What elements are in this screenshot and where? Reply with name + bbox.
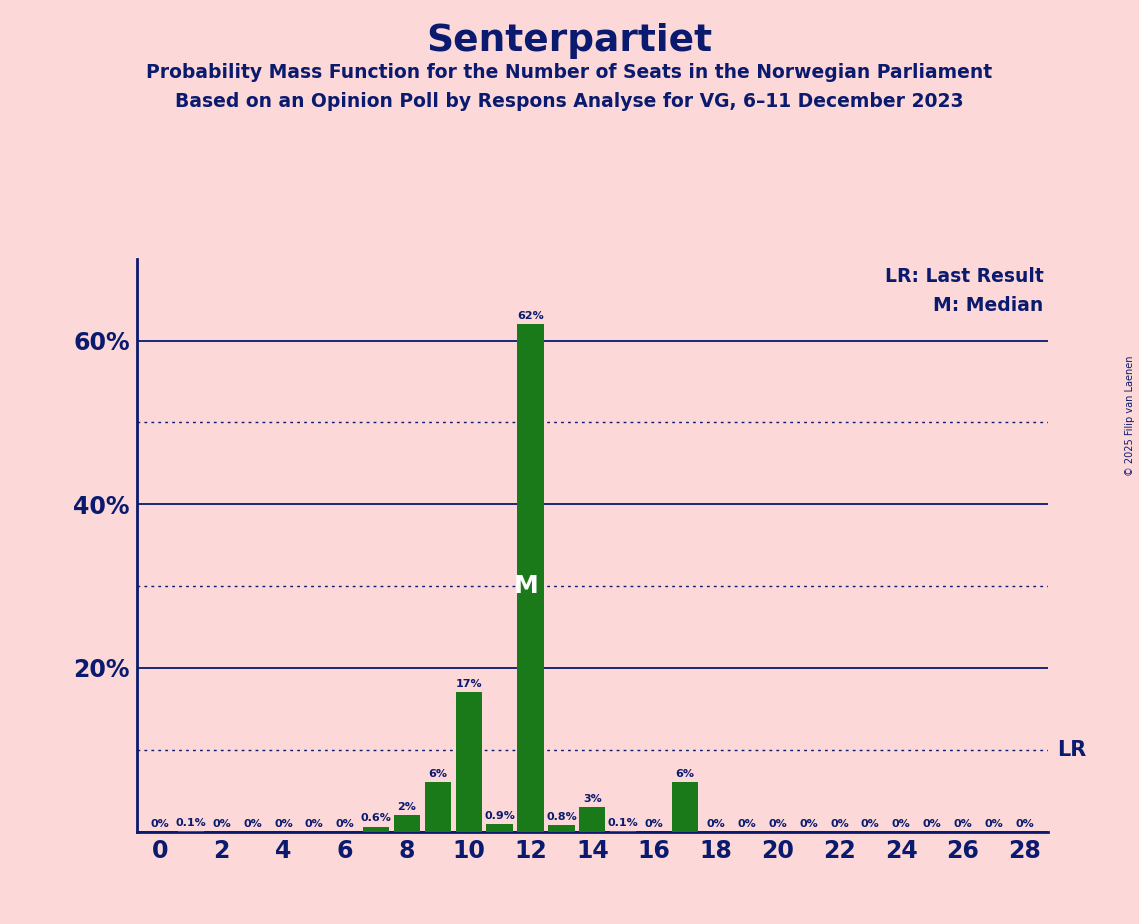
Text: 17%: 17%: [456, 679, 482, 689]
Bar: [579, 807, 606, 832]
Text: 0%: 0%: [892, 820, 910, 829]
Bar: [486, 824, 513, 832]
Text: M: Median: M: Median: [933, 296, 1043, 315]
Text: 0%: 0%: [861, 820, 879, 829]
Bar: [517, 324, 543, 832]
Text: 0%: 0%: [737, 820, 756, 829]
Text: 6%: 6%: [675, 769, 695, 779]
Text: 0%: 0%: [212, 820, 231, 829]
Text: 0%: 0%: [984, 820, 1003, 829]
Text: 0%: 0%: [830, 820, 849, 829]
Text: 0.1%: 0.1%: [608, 818, 639, 828]
Text: 0%: 0%: [150, 820, 170, 829]
Text: 6%: 6%: [428, 769, 448, 779]
Text: LR: LR: [1057, 740, 1087, 760]
Bar: [425, 783, 451, 832]
Text: M: M: [514, 574, 539, 598]
Text: 0%: 0%: [243, 820, 262, 829]
Text: 0%: 0%: [336, 820, 354, 829]
Bar: [363, 827, 390, 832]
Text: 2%: 2%: [398, 802, 417, 812]
Text: 0%: 0%: [768, 820, 787, 829]
Text: LR: Last Result: LR: Last Result: [885, 267, 1043, 286]
Bar: [456, 692, 482, 832]
Text: 0%: 0%: [706, 820, 726, 829]
Text: 0.9%: 0.9%: [484, 811, 515, 821]
Text: 62%: 62%: [517, 310, 544, 321]
Text: 0%: 0%: [1015, 820, 1034, 829]
Text: 0%: 0%: [645, 820, 663, 829]
Text: © 2025 Filip van Laenen: © 2025 Filip van Laenen: [1125, 356, 1134, 476]
Text: 0.1%: 0.1%: [175, 818, 206, 828]
Text: 0%: 0%: [305, 820, 323, 829]
Bar: [548, 825, 574, 832]
Text: Senterpartiet: Senterpartiet: [426, 23, 713, 59]
Text: Probability Mass Function for the Number of Seats in the Norwegian Parliament: Probability Mass Function for the Number…: [147, 63, 992, 82]
Bar: [672, 783, 698, 832]
Text: 0%: 0%: [274, 820, 293, 829]
Text: 0%: 0%: [953, 820, 973, 829]
Text: 3%: 3%: [583, 794, 601, 804]
Text: 0.6%: 0.6%: [361, 813, 392, 823]
Bar: [394, 815, 420, 832]
Text: 0%: 0%: [923, 820, 942, 829]
Text: 0%: 0%: [800, 820, 818, 829]
Text: Based on an Opinion Poll by Respons Analyse for VG, 6–11 December 2023: Based on an Opinion Poll by Respons Anal…: [175, 92, 964, 112]
Text: 0.8%: 0.8%: [546, 812, 576, 821]
